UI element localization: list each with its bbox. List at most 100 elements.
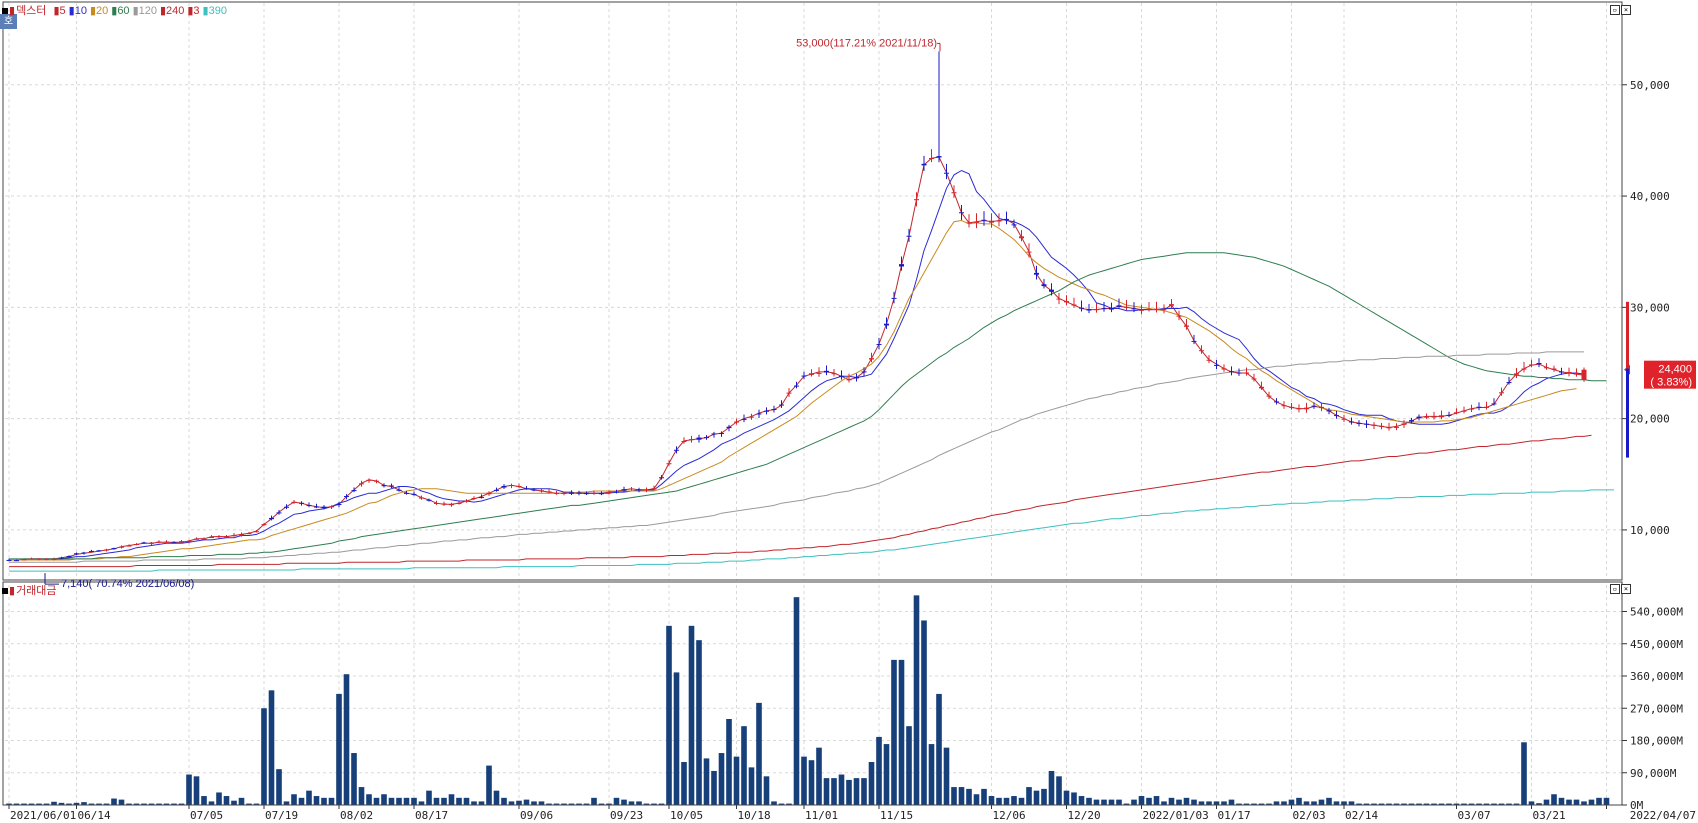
candle[interactable]: [51, 557, 57, 561]
volume-bar[interactable]: [658, 803, 665, 805]
volume-bar[interactable]: [786, 803, 792, 805]
maximize-icon[interactable]: ▫: [1610, 584, 1620, 594]
candle[interactable]: [134, 543, 139, 546]
volume-bar[interactable]: [853, 778, 860, 805]
candle[interactable]: [359, 480, 364, 487]
volume-bar[interactable]: [351, 753, 357, 805]
candle[interactable]: [1296, 404, 1302, 413]
candle[interactable]: [494, 487, 499, 492]
candle[interactable]: [756, 409, 762, 418]
candle[interactable]: [74, 552, 79, 556]
candle[interactable]: [1094, 303, 1099, 313]
volume-bar[interactable]: [178, 803, 185, 805]
candle[interactable]: [194, 537, 199, 540]
candle[interactable]: [36, 558, 42, 561]
volume-bar[interactable]: [58, 802, 65, 805]
candle[interactable]: [861, 367, 867, 377]
candle[interactable]: [1274, 398, 1279, 405]
volume-bar[interactable]: [1371, 803, 1377, 805]
candle[interactable]: [501, 484, 507, 489]
candle[interactable]: [854, 373, 859, 382]
volume-bar[interactable]: [756, 702, 762, 805]
candle[interactable]: [719, 431, 724, 437]
volume-bar[interactable]: [1018, 797, 1025, 805]
volume-bar[interactable]: [201, 796, 207, 805]
candle[interactable]: [1229, 366, 1234, 376]
volume-bar[interactable]: [1108, 799, 1115, 805]
candle[interactable]: [1071, 297, 1077, 308]
candle[interactable]: [441, 501, 447, 507]
volume-bar[interactable]: [516, 800, 522, 805]
candle[interactable]: [149, 541, 154, 546]
volume-bar[interactable]: [193, 776, 200, 805]
candle[interactable]: [974, 213, 979, 229]
candle[interactable]: [1251, 373, 1257, 382]
volume-bar[interactable]: [1258, 803, 1265, 805]
candle[interactable]: [1034, 265, 1039, 280]
candle[interactable]: [531, 487, 537, 492]
volume-bar[interactable]: [943, 747, 950, 805]
legend-item-390[interactable]: ▮390: [202, 5, 227, 17]
candle[interactable]: [269, 515, 274, 521]
volume-bar[interactable]: [21, 803, 27, 805]
candle[interactable]: [239, 532, 244, 537]
volume-bar[interactable]: [1521, 742, 1527, 805]
volume-bar[interactable]: [1333, 801, 1340, 805]
volume-bar[interactable]: [816, 747, 822, 805]
candle[interactable]: [351, 487, 357, 493]
volume-bar[interactable]: [96, 803, 102, 805]
volume-bar[interactable]: [418, 801, 425, 805]
candle[interactable]: [569, 490, 574, 495]
candle[interactable]: [681, 437, 687, 444]
candle[interactable]: [1514, 368, 1519, 379]
volume-bar[interactable]: [1506, 803, 1512, 805]
volume-bar[interactable]: [1146, 797, 1152, 805]
candle[interactable]: [1386, 422, 1392, 431]
volume-bar[interactable]: [636, 801, 642, 805]
volume-bar[interactable]: [1086, 797, 1092, 805]
volume-bar[interactable]: [388, 797, 395, 805]
volume-bar[interactable]: [1093, 799, 1100, 805]
volume-bar[interactable]: [1191, 799, 1197, 805]
candle[interactable]: [614, 489, 619, 494]
close-icon[interactable]: ×: [1621, 5, 1631, 15]
candle[interactable]: [366, 478, 372, 483]
volume-bar[interactable]: [1056, 776, 1062, 805]
volume-bar[interactable]: [1341, 801, 1347, 805]
candle[interactable]: [1004, 211, 1009, 225]
candle[interactable]: [914, 192, 919, 207]
volume-bar[interactable]: [1041, 788, 1047, 805]
candle[interactable]: [1026, 243, 1032, 258]
candle[interactable]: [801, 371, 807, 380]
candle[interactable]: [1176, 310, 1182, 321]
candle[interactable]: [479, 494, 484, 499]
candle[interactable]: [486, 491, 492, 496]
volume-bar[interactable]: [486, 765, 492, 805]
volume-bar[interactable]: [238, 797, 245, 805]
volume-bar[interactable]: [1543, 799, 1550, 805]
volume-bar[interactable]: [298, 797, 305, 805]
volume-bar[interactable]: [343, 674, 350, 805]
volume-bar[interactable]: [148, 803, 155, 805]
volume-bar[interactable]: [276, 769, 282, 805]
candle[interactable]: [1221, 364, 1227, 372]
candle[interactable]: [396, 487, 402, 492]
volume-bar[interactable]: [291, 794, 297, 805]
candle[interactable]: [546, 489, 552, 494]
volume-bar[interactable]: [958, 787, 965, 805]
volume-bar[interactable]: [1551, 794, 1557, 805]
candle[interactable]: [906, 228, 912, 242]
volume-bar[interactable]: [448, 794, 455, 805]
volume-bar[interactable]: [613, 797, 620, 805]
volume-bar[interactable]: [741, 726, 747, 805]
volume-bar[interactable]: [1491, 803, 1497, 805]
candle[interactable]: [1521, 361, 1527, 373]
volume-bar[interactable]: [411, 797, 417, 805]
volume-bar[interactable]: [1446, 803, 1452, 805]
volume-bar[interactable]: [1378, 803, 1385, 805]
volume-bar[interactable]: [1078, 796, 1085, 805]
volume-bar[interactable]: [1311, 801, 1317, 805]
candle[interactable]: [1311, 402, 1317, 409]
candle[interactable]: [1439, 410, 1444, 420]
candle[interactable]: [456, 501, 462, 505]
